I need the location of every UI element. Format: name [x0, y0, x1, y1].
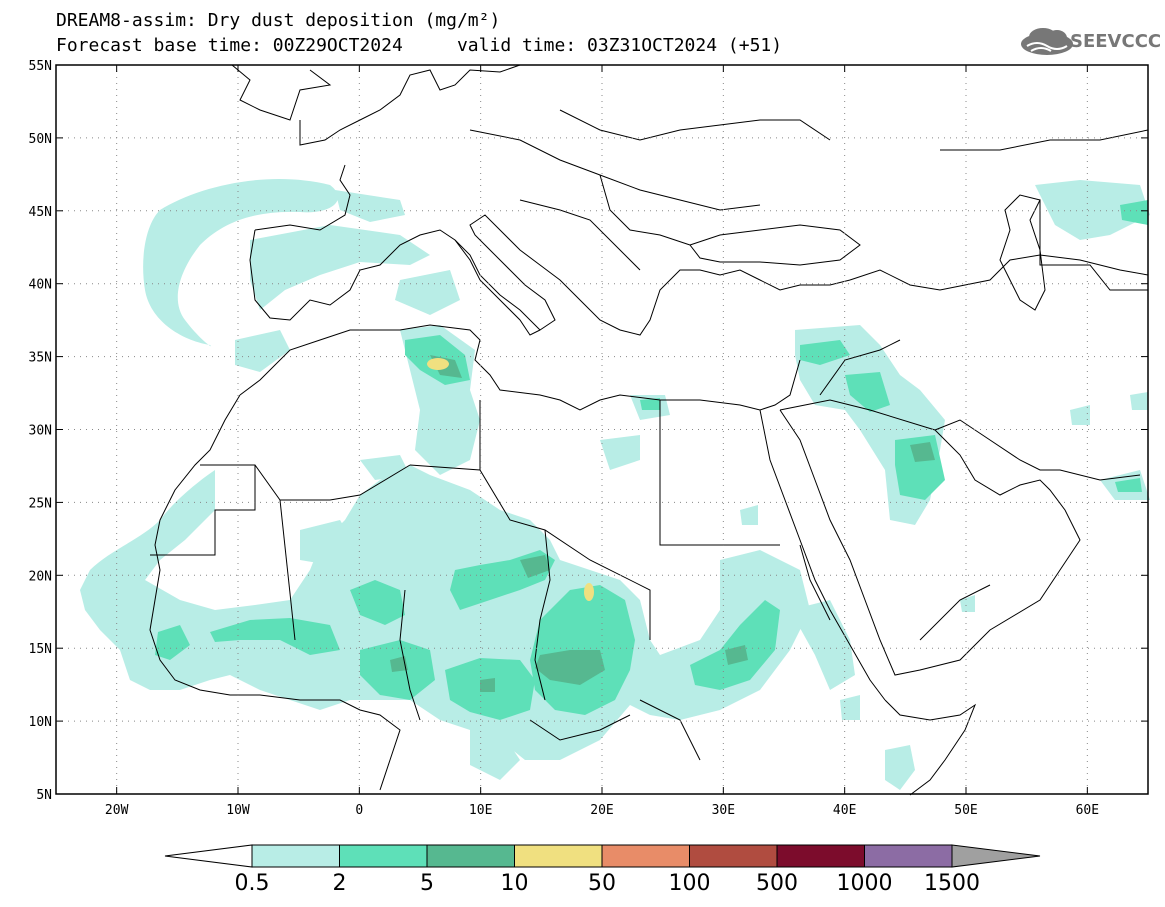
colorbar-level-label: 2	[332, 871, 347, 896]
lat-label: 25N	[29, 496, 52, 511]
lat-label: 35N	[29, 351, 52, 366]
lon-label: 50E	[954, 803, 977, 818]
colorbar-swatch	[689, 844, 778, 868]
colorbar-level-label: 50	[588, 871, 616, 896]
map-title: DREAM8-assim: Dry dust deposition (mg/m²…	[56, 10, 501, 31]
colorbar-swatch	[251, 844, 340, 868]
colorbar-swatch	[426, 844, 515, 868]
lat-label: 15N	[29, 642, 52, 657]
colorbar-under-arrow	[164, 844, 253, 868]
colorbar-level-label: 0.5	[234, 871, 270, 896]
colorbar-level-label: 100	[668, 871, 711, 896]
seevccc-logo	[1021, 28, 1073, 55]
colorbar-swatch	[864, 844, 953, 868]
logo-text: SEEVCCC	[1070, 31, 1162, 52]
dust-fields	[80, 179, 1150, 790]
colorbar-level-label: 500	[756, 871, 798, 896]
lon-label: 40E	[833, 803, 856, 818]
colorbar-swatch	[776, 844, 865, 868]
lon-label: 60E	[1076, 803, 1099, 818]
dust-level-10	[427, 358, 594, 601]
lat-label: 55N	[29, 59, 52, 74]
lat-label: 50N	[29, 132, 52, 147]
dust-level-5	[390, 355, 935, 692]
colorbar-level-label: 1500	[924, 871, 980, 896]
colorbar	[164, 844, 1041, 868]
lat-label: 10N	[29, 715, 52, 730]
lon-label: 30E	[712, 803, 735, 818]
dust-level-0p5	[80, 179, 1150, 790]
lat-label: 45N	[29, 205, 52, 220]
colorbar-swatch	[601, 844, 690, 868]
colorbar-over-arrow	[951, 844, 1041, 868]
lon-label: 20W	[105, 803, 129, 818]
colorbar-level-label: 1000	[836, 871, 893, 896]
lat-label: 40N	[29, 278, 52, 293]
lon-label: 10W	[226, 803, 250, 818]
lon-label: 0	[355, 803, 363, 818]
gridlines	[56, 65, 1148, 794]
longitude-axis: 20W 10W 0 10E 20E 30E 40E 50E 60E	[105, 65, 1099, 818]
colorbar-swatch	[514, 844, 603, 868]
lat-label: 20N	[29, 569, 52, 584]
latitude-axis: 55N 50N 45N 40N 35N 30N 25N 20N 15N 10N 5N	[29, 59, 1148, 803]
colorbar-level-label: 5	[420, 871, 434, 896]
colorbar-level-label: 10	[500, 871, 529, 896]
lat-label: 30N	[29, 424, 52, 439]
colorbar-swatch	[339, 844, 428, 868]
lon-label: 10E	[469, 803, 492, 818]
lon-label: 20E	[590, 803, 613, 818]
coastlines-borders	[149, 64, 1149, 796]
lat-label: 5N	[36, 788, 52, 803]
forecast-time-info: Forecast base time: 00Z29OCT2024 valid t…	[56, 35, 783, 56]
